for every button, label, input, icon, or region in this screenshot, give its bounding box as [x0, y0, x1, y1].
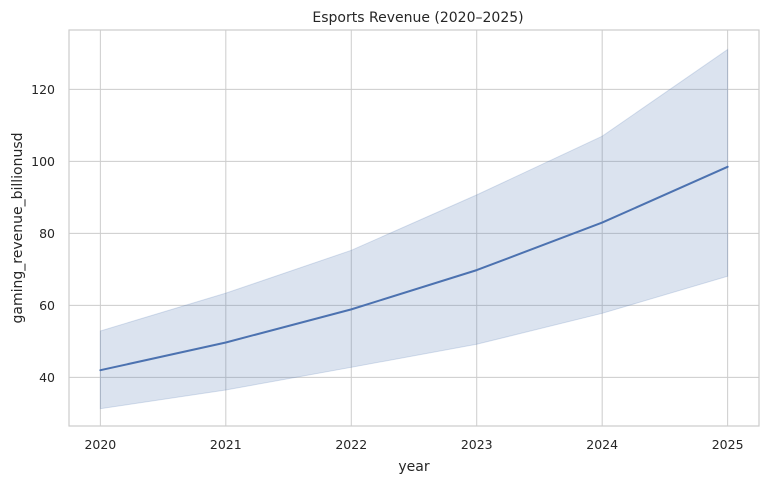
y-tick-label: 80	[39, 226, 55, 241]
series-line	[99, 165, 729, 372]
x-tick-labels: 2020 2021 2022 2023 2024 2025	[84, 437, 743, 452]
x-axis-label: year	[398, 459, 429, 475]
y-tick-label: 120	[31, 82, 55, 97]
x-tick-label: 2024	[586, 437, 618, 452]
x-tick-label: 2022	[335, 437, 367, 452]
x-tick-label: 2021	[210, 437, 242, 452]
y-tick-label: 60	[39, 298, 55, 313]
series-line-group	[99, 165, 729, 372]
y-tick-label: 40	[39, 370, 55, 385]
plot-frame	[68, 29, 760, 427]
y-tick-labels: 40 60 80 100 120	[31, 82, 55, 385]
grid	[69, 30, 759, 426]
y-tick-label: 100	[31, 154, 55, 169]
x-tick-label: 2025	[712, 437, 744, 452]
confidence-band	[99, 48, 729, 410]
y-axis-label: gaming_revenue_billionusd	[10, 132, 26, 323]
confidence-band-area	[99, 48, 729, 410]
x-tick-label: 2020	[84, 437, 116, 452]
x-tick-label: 2023	[461, 437, 493, 452]
chart-title: Esports Revenue (2020–2025)	[312, 10, 523, 26]
